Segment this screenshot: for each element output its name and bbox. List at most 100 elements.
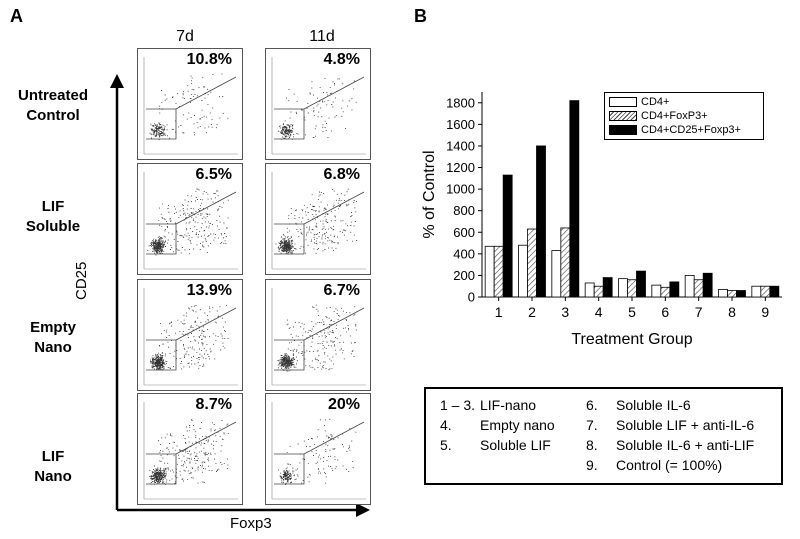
group-number: 4. [440, 417, 452, 433]
flow-plot: 10.8% [137, 48, 243, 160]
flow-plot-scatter [143, 172, 238, 270]
flow-plot-scatter [271, 172, 366, 270]
y-axis-title: % of Control [421, 150, 438, 238]
group-number: 5. [440, 437, 452, 453]
bar-cd4-cd25-foxp3-group-8 [736, 290, 746, 298]
y-tick-label: 1400 [446, 138, 475, 153]
y-tick-label: 1800 [446, 95, 475, 110]
bar-chart: 0 200 400 600 800 1000 1200 1400 1600 1800 1 2 3 4 5 6 7… [421, 92, 782, 348]
scatter-dots [277, 77, 357, 140]
bar-cd4-group-5 [618, 278, 628, 298]
plot-frame [143, 402, 238, 500]
flow-plot-scatter [143, 288, 238, 386]
panel-a-axes [110, 74, 370, 517]
group-number: 8. [586, 437, 598, 453]
gate-line [146, 76, 237, 140]
plot-frame [143, 172, 238, 270]
gate-line [274, 307, 365, 371]
legend-item-cd4-foxp3: CD4+FoxP3+ [609, 109, 759, 123]
bar-cd4-foxp3-group-5 [627, 279, 637, 298]
row-label-line: Nano [34, 339, 72, 356]
scatter-dots [275, 188, 357, 255]
bar-cd4-foxp3-group-8 [727, 290, 737, 298]
bar-cd4-foxp3-group-6 [660, 286, 671, 298]
bar-cd4-cd25-foxp3-group-3 [569, 100, 580, 298]
legend-swatch-white [609, 97, 637, 107]
row-label-line: LIF [41, 198, 65, 215]
legend-item-cd4-cd25-foxp3: CD4+CD25+Foxp3+ [609, 123, 759, 137]
row-label-line: Soluble [25, 218, 81, 235]
gate-line [274, 421, 365, 485]
chart-legend: CD4+ CD4+FoxP3+ CD4+CD25+Foxp3+ [604, 92, 764, 140]
treatment-groups-box: 1 – 3. LIF-nano 4. Empty nano 5. Soluble LIF 6… [424, 387, 783, 485]
gate-line [146, 191, 237, 255]
x-tick-label: 3 [561, 304, 569, 320]
group-description: Soluble IL-6 [616, 397, 691, 413]
scatter-dots [149, 418, 229, 485]
row-label-empty-nano: Empty Nano [0, 318, 108, 358]
legend-item-cd4: CD4+ [609, 95, 759, 109]
legend-swatch-hatched [609, 111, 637, 121]
row-label-line: Nano [34, 468, 72, 485]
bar-cd4-cd25-foxp3-group-4 [602, 277, 613, 298]
flow-plot: 6.8% [265, 163, 371, 275]
y-tick-label: 1200 [446, 160, 475, 175]
bar-cd4-foxp3-group-9 [760, 285, 771, 298]
gate-line [146, 307, 237, 371]
x-tick-label: 2 [528, 304, 536, 320]
flow-plot-scatter [143, 402, 238, 500]
group-number: 7. [586, 417, 598, 433]
flow-plot: 13.9% [137, 279, 243, 391]
bar-cd4-cd25-foxp3-group-6 [669, 281, 680, 298]
x-tick-label: 9 [761, 304, 769, 320]
percentage-label: 13.9% [186, 282, 232, 299]
percentage-label: 10.8% [186, 51, 232, 68]
flow-plot: 4.8% [265, 48, 371, 160]
group-description: Soluble LIF + anti-IL-6 [616, 417, 755, 433]
plot-frame [271, 402, 366, 500]
bar-cd4-group-3 [551, 250, 562, 298]
plot-frame [271, 57, 366, 155]
x-tick-label: 4 [595, 304, 603, 320]
bar-cd4-foxp3-group-3 [560, 227, 571, 298]
panel-a-letter: A [10, 6, 23, 26]
bar-cd4-foxp3-group-2 [527, 228, 537, 298]
x-tick-label: 7 [695, 304, 703, 320]
gate-line [146, 421, 237, 485]
scatter-dots [147, 188, 229, 256]
row-label-untreated-control: Untreated Control [0, 86, 108, 126]
group-number: 6. [586, 397, 598, 413]
percentage-label: 4.8% [323, 51, 360, 68]
bar-cd4-foxp3-group-7 [693, 279, 704, 298]
bar-cd4-cd25-foxp3-group-7 [702, 272, 713, 298]
x-tick-label: 1 [495, 304, 503, 320]
gate-line [274, 76, 365, 140]
group-description: Empty nano [480, 417, 555, 433]
bar-cd4-group-6 [651, 284, 662, 298]
x-axis-title: Treatment Group [571, 331, 692, 348]
percentage-label: 6.7% [323, 282, 360, 299]
flow-plot: 6.7% [265, 279, 371, 391]
plot-frame [271, 288, 366, 386]
bar-cd4-group-7 [684, 275, 695, 298]
legend-label: CD4+FoxP3+ [641, 110, 708, 122]
panel-b-letter: B [414, 6, 427, 26]
group-number: 9. [586, 457, 598, 473]
column-header-7d: 7d [176, 28, 194, 45]
bar-cd4-group-9 [751, 285, 762, 298]
flow-plot: 6.5% [137, 163, 243, 275]
row-label-line: LIF [41, 448, 65, 465]
column-header-11d: 11d [309, 28, 335, 45]
y-tick-label: 800 [453, 203, 475, 218]
row-label-lif-nano: LIF Nano [0, 447, 108, 487]
bar-cd4-group-2 [518, 244, 528, 298]
row-label-line: Untreated [17, 87, 88, 104]
gate-line [274, 191, 365, 255]
bar-cd4-group-1 [484, 245, 495, 298]
flow-plot-scatter [143, 57, 238, 155]
row-label-line: Control [26, 107, 80, 124]
y-tick-label: 400 [453, 246, 475, 261]
percentage-label: 8.7% [195, 396, 232, 413]
percentage-label: 20% [327, 396, 360, 413]
percentage-label: 6.8% [323, 166, 360, 183]
